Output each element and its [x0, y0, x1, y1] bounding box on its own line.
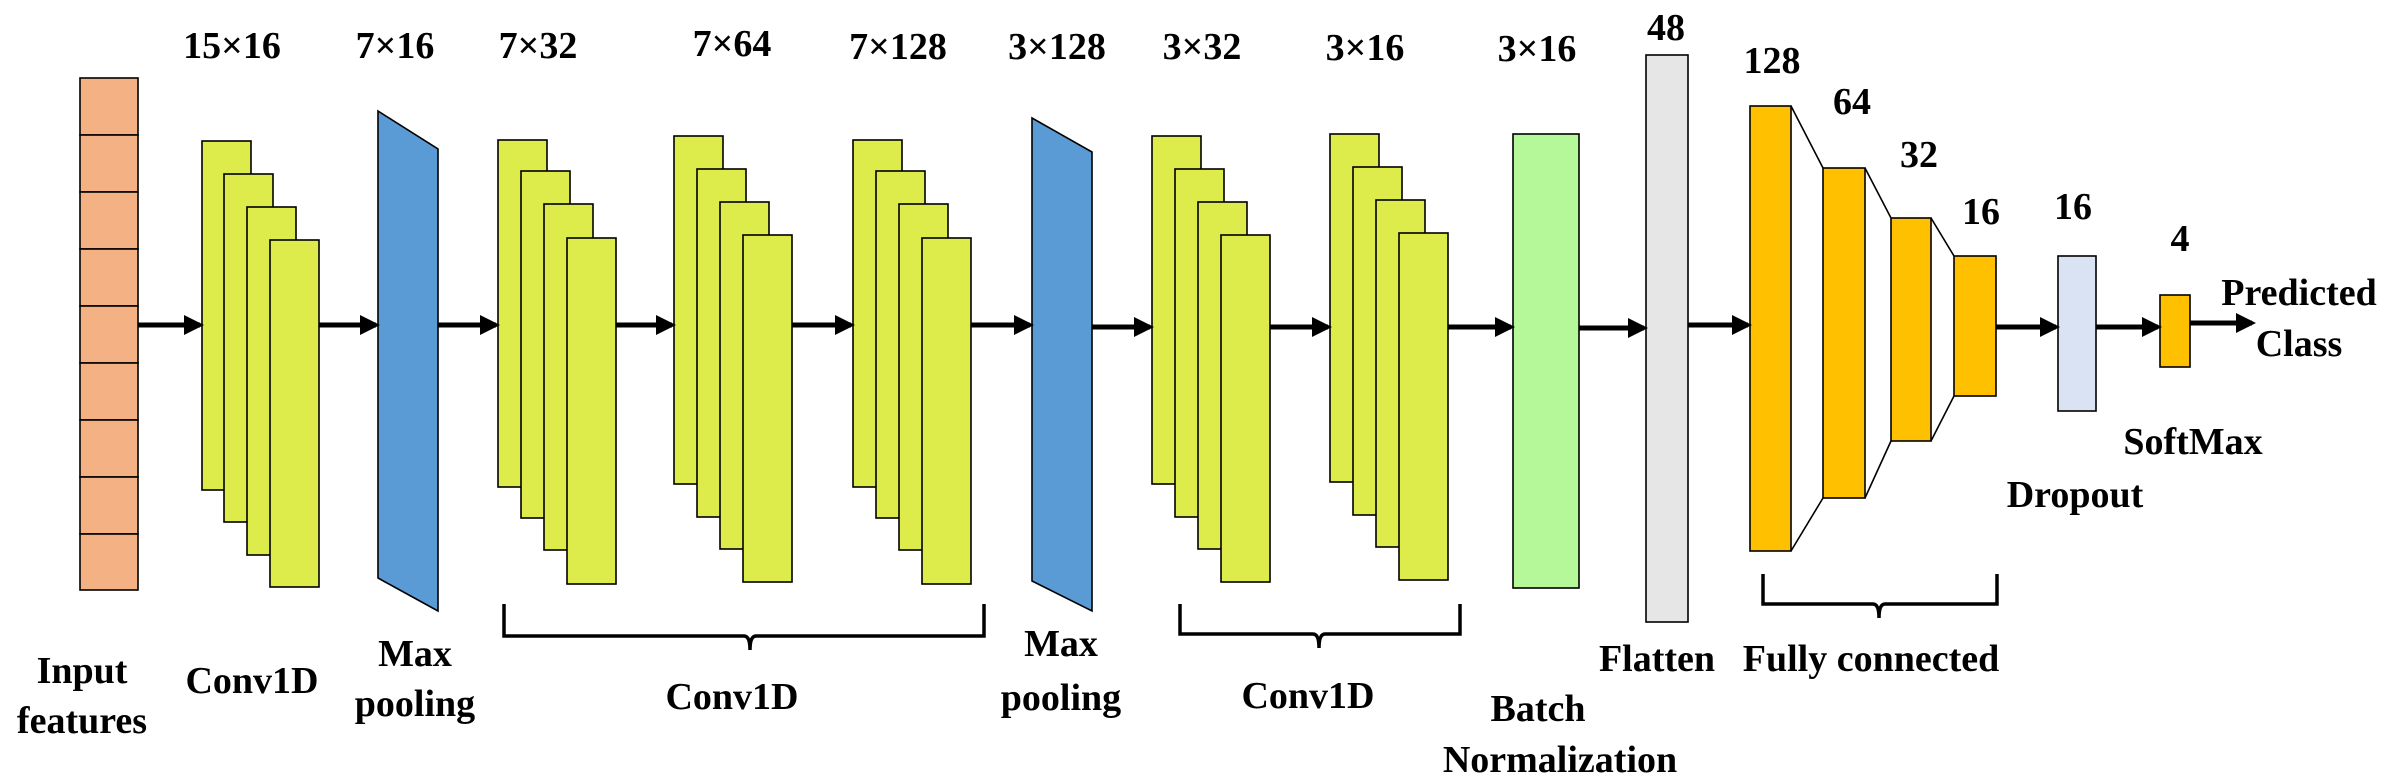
- dropout-label: Dropout: [2007, 474, 2144, 516]
- maxpool1-label-line1: Max: [378, 633, 452, 675]
- input-label-line2: features: [17, 700, 147, 742]
- fc-connector: [1790, 497, 1824, 552]
- conv1-filter: [269, 239, 320, 588]
- maxpool2-dim-label: 3×128: [1008, 26, 1106, 68]
- fc4-layer: [1953, 255, 1997, 397]
- flatten-label: Flatten: [1599, 638, 1715, 680]
- conv2-dim-label: 7×32: [499, 25, 578, 67]
- flatten-dim-label: 48: [1647, 7, 1685, 49]
- conv-group1-brace: [502, 604, 986, 651]
- conv5-filter: [1220, 234, 1271, 583]
- fully-connected-block: [1749, 105, 1997, 552]
- batch-norm-block: [1512, 133, 1580, 589]
- fc4-dim-label: 16: [1962, 191, 2000, 233]
- conv-group1-label: Conv1D: [665, 676, 798, 718]
- fc-connector: [1790, 105, 1824, 169]
- maxpool2-trapezoid: [1031, 116, 1093, 613]
- batch-norm-dim-label: 3×16: [1498, 28, 1577, 70]
- maxpool2-label-line1: Max: [1024, 623, 1098, 665]
- conv-group2-brace: [1178, 604, 1462, 649]
- input-cell: [79, 191, 139, 250]
- fc1-layer: [1749, 105, 1792, 552]
- fully-connected-brace: [1761, 574, 1999, 619]
- input-cell: [79, 305, 139, 364]
- dropout-block: [2057, 255, 2097, 412]
- conv4-stack: [852, 139, 972, 585]
- fc-connector: [1864, 167, 1892, 219]
- maxpool1-label-line2: pooling: [355, 683, 475, 725]
- input-cell: [79, 248, 139, 307]
- dropout-dim-label: 16: [2054, 186, 2092, 228]
- batch-norm-label-line1: Batch: [1491, 688, 1586, 730]
- conv3-dim-label: 7×64: [693, 23, 772, 65]
- fc-connector: [1930, 395, 1955, 442]
- fc1-dim-label: 128: [1744, 40, 1801, 82]
- fc3-dim-label: 32: [1900, 134, 1938, 176]
- input-cell: [79, 77, 139, 136]
- conv6-filter: [1398, 232, 1449, 581]
- maxpool1-dim-label: 7×16: [356, 25, 435, 67]
- conv1-stack: [201, 140, 320, 588]
- input-label-line1: Input: [37, 650, 128, 692]
- conv1-label: Conv1D: [185, 660, 318, 702]
- conv1-dim-label: 15×16: [183, 25, 281, 67]
- fc-connector: [1930, 217, 1955, 257]
- maxpool2-label-line2: pooling: [1001, 677, 1121, 719]
- conv2-filter: [566, 237, 617, 585]
- conv6-dim-label: 3×16: [1326, 27, 1405, 69]
- conv6-stack: [1329, 133, 1449, 581]
- conv3-stack: [673, 135, 793, 583]
- conv4-filter: [921, 237, 972, 585]
- conv3-filter: [742, 234, 793, 583]
- input-cell: [79, 362, 139, 421]
- fc3-layer: [1890, 217, 1932, 442]
- input-cell: [79, 134, 139, 193]
- output-label-line2: Class: [2256, 323, 2343, 365]
- input-cell: [79, 533, 139, 591]
- flatten-block: [1645, 54, 1689, 623]
- conv2-stack: [497, 139, 617, 585]
- softmax-block: [2159, 294, 2191, 368]
- fc2-dim-label: 64: [1833, 81, 1871, 123]
- conv-group2-label: Conv1D: [1241, 675, 1374, 717]
- input-cell: [79, 419, 139, 478]
- flow-arrows: [138, 313, 2256, 338]
- softmax-label: SoftMax: [2123, 421, 2262, 463]
- fully-connected-label: Fully connected: [1743, 638, 1999, 680]
- input-cell: [79, 476, 139, 535]
- conv5-stack: [1151, 135, 1271, 583]
- fc2-layer: [1822, 167, 1866, 499]
- output-label-line1: Predicted: [2221, 272, 2376, 314]
- maxpool1-trapezoid: [377, 109, 439, 613]
- batch-norm-label-line2: Normalization: [1443, 739, 1677, 781]
- fc-connector: [1864, 440, 1892, 499]
- softmax-dim-label: 4: [2171, 218, 2190, 260]
- conv4-dim-label: 7×128: [849, 26, 947, 68]
- input-features-block: [79, 77, 139, 591]
- conv5-dim-label: 3×32: [1163, 26, 1242, 68]
